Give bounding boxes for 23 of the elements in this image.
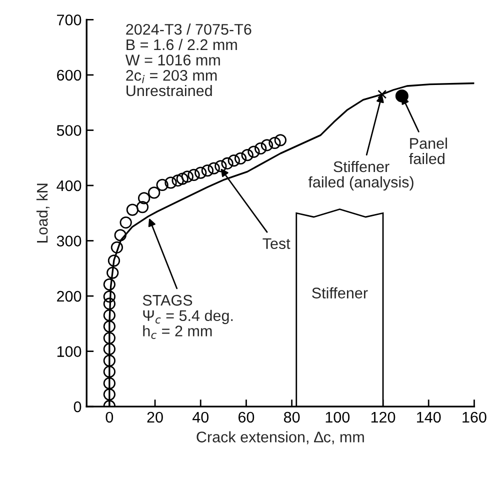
y-tick-label: 0	[74, 401, 82, 412]
y-tick-label: 100	[57, 346, 82, 357]
x-tick-label: 120	[371, 412, 396, 423]
band-label: Stiffener	[312, 287, 368, 298]
y-tick-label: 500	[56, 125, 82, 136]
x-tick-label: 160	[462, 412, 486, 423]
y-tick-label: 300	[56, 236, 82, 246]
y-tick-label: 600	[57, 70, 82, 81]
x-tick-label: 60	[238, 412, 254, 423]
x-axis-title: Crack extension, ∆c, mm	[196, 431, 364, 444]
x-tick-label: 0	[106, 412, 114, 423]
annotation: STAGS Ψ$_{c}$ = 5.4 deg. h$_{c}$ = 2 mm	[142, 294, 233, 339]
y-axis-title: Load, kN	[36, 184, 50, 242]
y-tick-label: 200	[57, 290, 82, 302]
x-tick-label: 40	[192, 412, 209, 423]
x-tick-label: 20	[147, 412, 163, 423]
x-tick-label: 80	[284, 412, 300, 423]
y-tick-label: 400	[56, 180, 82, 192]
y-tick-label: 700	[57, 14, 82, 26]
annotation: 2024-T3 / 7075-T6 B = 1.6 / 2.2 mm W = 1016 mm 2c$_{i}$ = 203 mm Unrestrained	[125, 24, 252, 96]
x-tick-label: 140	[417, 412, 441, 423]
annotation: Test	[262, 238, 290, 250]
x-tick-label: 100	[326, 412, 350, 423]
